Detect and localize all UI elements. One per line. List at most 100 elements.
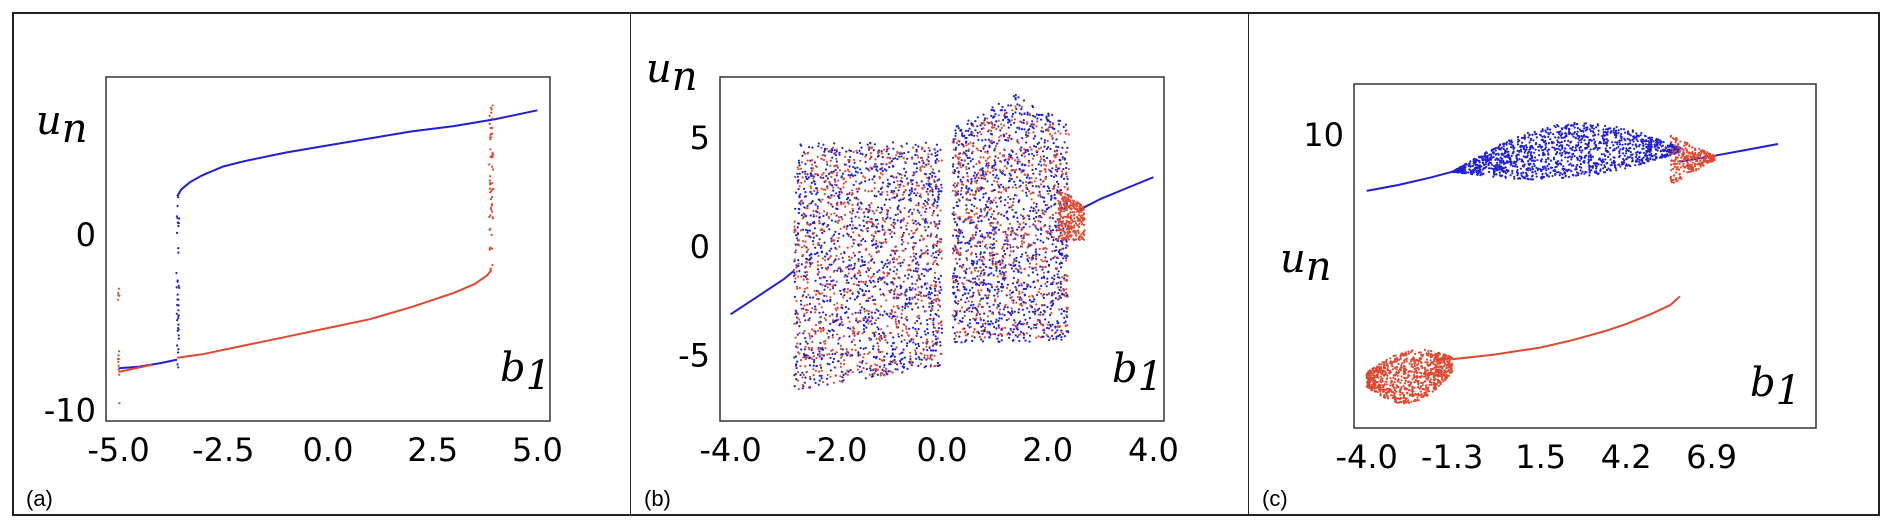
data-point bbox=[936, 297, 939, 300]
data-point bbox=[117, 368, 120, 371]
data-point bbox=[810, 159, 813, 162]
data-point bbox=[842, 260, 845, 263]
data-point bbox=[839, 268, 842, 271]
data-point bbox=[873, 333, 876, 336]
data-point bbox=[1040, 226, 1043, 229]
data-point bbox=[1016, 162, 1019, 165]
data-point bbox=[903, 196, 906, 200]
data-point bbox=[975, 283, 978, 286]
data-point bbox=[1055, 245, 1058, 248]
data-point bbox=[902, 219, 905, 222]
data-point bbox=[917, 145, 920, 148]
data-point bbox=[1020, 105, 1023, 108]
data-point bbox=[800, 348, 803, 351]
data-point bbox=[961, 294, 964, 297]
data-point bbox=[816, 273, 819, 276]
data-point bbox=[855, 197, 858, 200]
data-point bbox=[990, 190, 993, 193]
data-point bbox=[1065, 259, 1068, 262]
data-point bbox=[1055, 226, 1058, 229]
data-point bbox=[981, 167, 984, 170]
data-point bbox=[836, 201, 839, 204]
data-point bbox=[911, 260, 914, 263]
data-point bbox=[882, 219, 885, 222]
data-point bbox=[887, 147, 890, 150]
data-point bbox=[1016, 234, 1019, 237]
data-point bbox=[959, 193, 962, 196]
data-point bbox=[873, 143, 876, 146]
data-point bbox=[847, 255, 851, 258]
data-point bbox=[1003, 314, 1006, 317]
data-point bbox=[889, 206, 892, 209]
data-point bbox=[975, 162, 978, 166]
data-point bbox=[1010, 291, 1013, 294]
data-point bbox=[924, 333, 927, 336]
data-point bbox=[893, 355, 896, 358]
data-point bbox=[1008, 155, 1011, 158]
data-point bbox=[1036, 273, 1039, 276]
data-point bbox=[1008, 153, 1011, 156]
data-point bbox=[795, 367, 798, 370]
data-point bbox=[807, 234, 810, 238]
data-point bbox=[934, 342, 937, 345]
data-point bbox=[995, 232, 998, 235]
data-point bbox=[1063, 274, 1066, 277]
data-point bbox=[991, 213, 994, 216]
data-point bbox=[987, 129, 990, 132]
data-point bbox=[862, 237, 865, 241]
data-point bbox=[938, 299, 941, 302]
data-point bbox=[986, 287, 989, 290]
data-point bbox=[939, 344, 942, 347]
data-point bbox=[1053, 255, 1056, 258]
data-point bbox=[997, 340, 1000, 343]
data-point bbox=[1009, 250, 1012, 253]
data-point bbox=[852, 150, 855, 154]
data-point bbox=[1554, 153, 1558, 156]
data-point bbox=[821, 257, 825, 260]
data-point bbox=[1057, 219, 1060, 222]
figure-frame bbox=[12, 12, 1880, 516]
data-point bbox=[1062, 237, 1065, 240]
data-point bbox=[1008, 289, 1012, 292]
data-point bbox=[823, 294, 826, 297]
data-point bbox=[1045, 129, 1048, 132]
data-point bbox=[869, 166, 872, 169]
data-point bbox=[954, 257, 957, 260]
data-point bbox=[1008, 312, 1012, 315]
data-point bbox=[1051, 213, 1054, 217]
data-point bbox=[933, 179, 936, 182]
data-point bbox=[810, 192, 813, 195]
data-point bbox=[1015, 301, 1018, 304]
data-point bbox=[924, 204, 927, 207]
data-point bbox=[901, 249, 904, 252]
data-point bbox=[1502, 147, 1505, 151]
data-point bbox=[1043, 145, 1046, 148]
data-point bbox=[938, 281, 941, 284]
data-point bbox=[816, 172, 819, 176]
data-point bbox=[840, 201, 843, 204]
data-point bbox=[856, 272, 860, 275]
data-point bbox=[880, 152, 883, 155]
data-point bbox=[1036, 120, 1039, 123]
data-point bbox=[883, 369, 886, 373]
data-point bbox=[1631, 143, 1634, 146]
data-point bbox=[930, 307, 933, 310]
data-point bbox=[986, 117, 989, 120]
data-point bbox=[993, 159, 996, 162]
data-point bbox=[1533, 164, 1536, 167]
data-point bbox=[1058, 297, 1061, 300]
data-point bbox=[891, 360, 894, 363]
data-point bbox=[817, 271, 821, 274]
data-point bbox=[842, 182, 845, 185]
data-point bbox=[1580, 151, 1583, 154]
data-point bbox=[903, 152, 906, 155]
data-point bbox=[1035, 211, 1038, 214]
data-point bbox=[1041, 150, 1045, 153]
data-point bbox=[913, 296, 916, 299]
data-point bbox=[800, 199, 803, 202]
data-point bbox=[1002, 256, 1005, 259]
data-point bbox=[1020, 240, 1024, 243]
data-point bbox=[937, 187, 940, 190]
data-point bbox=[930, 349, 933, 352]
data-point bbox=[1636, 139, 1639, 143]
